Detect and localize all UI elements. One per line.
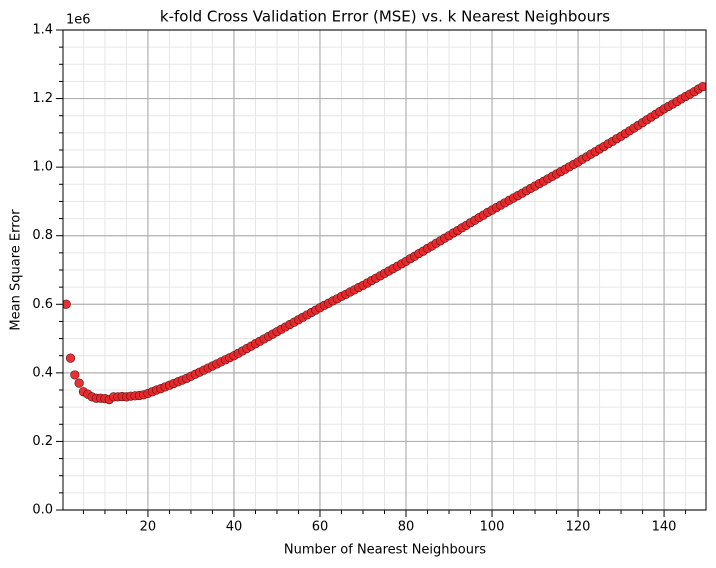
- plot-frame: [62, 29, 707, 511]
- x-tick-label: 60: [312, 520, 329, 535]
- y-tick-label: 0.4: [32, 365, 53, 380]
- point: [65, 353, 76, 363]
- y-tick-label: 0.8: [32, 228, 53, 243]
- x-tick-label: 120: [566, 520, 591, 535]
- x-tick-label: 40: [226, 520, 243, 535]
- y-tick-label: 0.6: [32, 297, 53, 312]
- y-tick-label: 1.2: [32, 91, 53, 106]
- x-tick-label: 100: [480, 520, 505, 535]
- point: [70, 370, 80, 380]
- y-tick-label: 0.2: [32, 434, 53, 449]
- y-offset-label: 1e6: [66, 13, 91, 28]
- x-axis-label: Number of Nearest Neighbours: [284, 543, 486, 558]
- y-tick-label: 1.0: [32, 160, 53, 175]
- x-tick-label: 140: [652, 520, 677, 535]
- point: [74, 378, 84, 388]
- point: [63, 299, 71, 309]
- x-tick-label: 80: [398, 520, 415, 535]
- x-tick-label: 20: [140, 520, 157, 535]
- chart-title: k-fold Cross Validation Error (MSE) vs. …: [160, 8, 610, 26]
- y-tick-label: 0.0: [32, 503, 53, 518]
- y-tick-label: 1.4: [32, 23, 53, 38]
- y-axis-label: Mean Square Error: [9, 209, 24, 331]
- point: [698, 81, 706, 92]
